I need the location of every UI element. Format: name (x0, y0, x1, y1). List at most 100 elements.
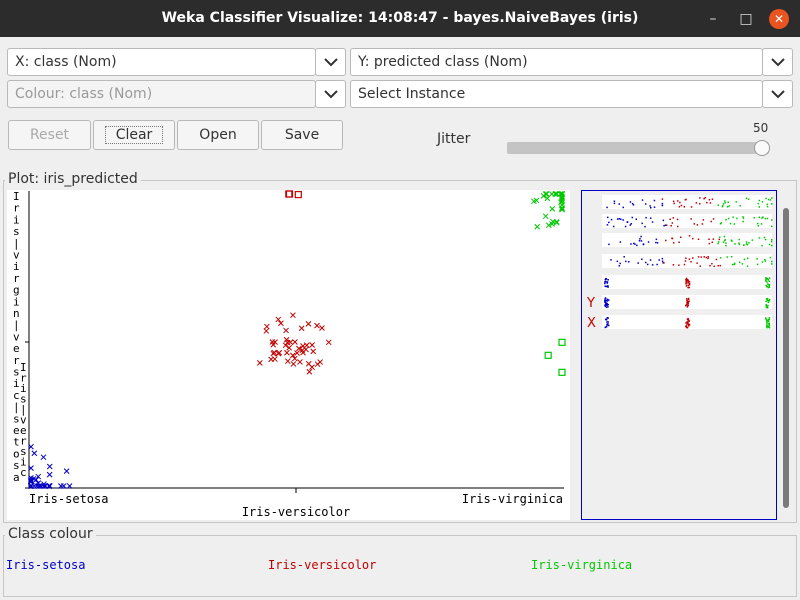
scatter-point[interactable] (34, 483, 40, 489)
scatter-point[interactable] (283, 336, 290, 343)
reset-button[interactable]: Reset (8, 120, 91, 150)
scatter-point[interactable] (543, 191, 550, 197)
scatter-point[interactable] (297, 359, 303, 365)
scatter-point[interactable] (306, 368, 313, 375)
scatter-point[interactable] (283, 327, 289, 334)
scatter-point[interactable] (531, 198, 537, 205)
scatter-point[interactable] (292, 339, 298, 345)
scatter-point[interactable] (28, 483, 34, 489)
scatter-point[interactable] (63, 468, 70, 474)
colour-select[interactable]: Colour: class (Nom) (7, 80, 316, 108)
maximize-icon[interactable]: □ (739, 11, 753, 27)
scatter-point[interactable] (289, 352, 296, 359)
scatter-point[interactable] (540, 192, 547, 199)
attribute-scrollbar[interactable] (780, 192, 794, 518)
scatter-point[interactable] (559, 191, 565, 197)
open-button[interactable]: Open (177, 120, 259, 150)
attribute-scrollbar-thumb[interactable] (783, 208, 789, 508)
instance-dropdown-button[interactable] (762, 80, 793, 108)
scatter-point[interactable] (290, 361, 297, 367)
scatter-point[interactable] (66, 483, 73, 489)
scatter-point[interactable] (275, 350, 282, 357)
x-axis-dropdown-button[interactable] (315, 48, 346, 76)
scatter-point[interactable] (284, 349, 290, 356)
scatter-point[interactable] (28, 477, 34, 483)
attribute-row-bg[interactable] (602, 195, 772, 209)
instance-select[interactable]: Select Instance (350, 80, 763, 108)
scatter-point[interactable] (46, 463, 53, 470)
close-icon[interactable]: ✕ (769, 9, 789, 29)
scatter-point[interactable] (300, 349, 306, 356)
scatter-point[interactable] (256, 360, 263, 366)
colour-dropdown-button[interactable] (315, 80, 346, 108)
attribute-row-bg[interactable] (602, 295, 772, 309)
scatter-point[interactable] (558, 199, 564, 206)
scatter-point[interactable] (28, 465, 34, 471)
scatter-point[interactable] (553, 191, 560, 197)
scatter-point-misclassified[interactable] (558, 368, 566, 376)
scatter-point[interactable] (282, 342, 289, 349)
scatter-point[interactable] (264, 323, 270, 330)
class-colour-virginica[interactable]: Iris-virginica (531, 558, 633, 572)
y-axis-select[interactable]: Y: predicted class (Nom) (350, 48, 763, 76)
attribute-panel[interactable]: Y X (581, 190, 777, 520)
scatter-point[interactable] (42, 483, 49, 489)
scatter-point[interactable] (36, 483, 42, 489)
scatter-point[interactable] (534, 223, 541, 230)
scatter-point[interactable] (28, 478, 34, 485)
scatter-point[interactable] (291, 355, 298, 362)
attribute-mini-plots[interactable]: Y X (582, 191, 776, 519)
scatter-point[interactable] (309, 342, 315, 348)
y-axis-dropdown-button[interactable] (762, 48, 793, 76)
scatter-point[interactable] (325, 339, 332, 346)
scatter-point[interactable] (286, 344, 293, 351)
scatter-point[interactable] (559, 206, 565, 213)
scatter-point[interactable] (271, 356, 278, 362)
scatter-point[interactable] (305, 321, 312, 327)
class-colour-setosa[interactable]: Iris-setosa (6, 558, 86, 572)
scatter-point[interactable] (46, 483, 53, 489)
scatter-point[interactable] (553, 219, 560, 226)
scatter-point[interactable] (545, 222, 552, 229)
scatter-point-misclassified[interactable] (544, 351, 552, 359)
scatter-point[interactable] (31, 450, 38, 457)
attribute-row-bg[interactable] (602, 254, 772, 268)
scatter-point[interactable] (40, 454, 47, 461)
scatter-point[interactable] (35, 473, 42, 480)
scatter-point[interactable] (559, 205, 565, 212)
attribute-row-bg[interactable] (602, 233, 772, 247)
scatter-point[interactable] (294, 350, 300, 356)
scatter-point[interactable] (60, 483, 67, 489)
scatter-point[interactable] (305, 360, 312, 367)
attribute-row-bg[interactable] (602, 275, 772, 289)
scatter-point[interactable] (298, 325, 305, 332)
minimize-icon[interactable]: – (709, 11, 717, 27)
scatter-point[interactable] (290, 312, 296, 319)
save-button[interactable]: Save (261, 120, 343, 150)
scatter-point[interactable] (317, 359, 324, 365)
x-axis-select[interactable]: X: class (Nom) (7, 48, 316, 76)
scatter-point[interactable] (542, 213, 549, 220)
scatter-point[interactable] (319, 325, 325, 331)
attribute-row-bg[interactable] (602, 214, 772, 228)
scatter-point[interactable] (272, 339, 278, 346)
scatter-point-misclassified[interactable] (285, 190, 294, 198)
clear-button[interactable]: Clear (93, 120, 175, 150)
scatter-point-misclassified[interactable] (294, 190, 302, 199)
scatter-point[interactable] (278, 320, 284, 327)
scatter-point[interactable] (549, 206, 556, 212)
jitter-slider[interactable] (507, 140, 770, 156)
scatter-point[interactable] (284, 358, 291, 365)
scatter-point[interactable] (46, 471, 53, 478)
class-colour-versicolor[interactable]: Iris-versicolor (268, 558, 377, 572)
scatter-point[interactable] (544, 195, 551, 202)
scatter-point[interactable] (270, 341, 277, 348)
scatter-point-misclassified[interactable] (558, 338, 566, 346)
scatter-point[interactable] (552, 191, 559, 197)
scatter-point[interactable] (271, 349, 277, 356)
jitter-slider-handle[interactable] (754, 140, 770, 156)
scatter-point[interactable] (310, 348, 317, 355)
scatter-point[interactable] (275, 316, 282, 323)
scatter-plot[interactable]: Iris|virgin|versic|setosa Iris|versic Ir… (7, 190, 570, 520)
